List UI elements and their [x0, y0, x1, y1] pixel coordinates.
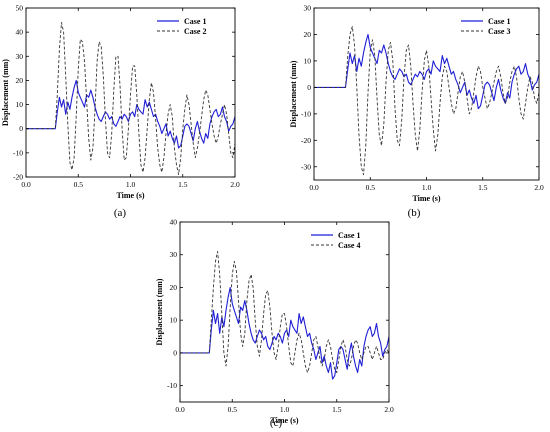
y-tick-label: 10	[170, 316, 178, 325]
panel-label: (c)	[270, 417, 283, 429]
panel-label: (a)	[114, 207, 127, 219]
x-tick-label: 2.0	[534, 183, 544, 192]
x-tick-label: 2.0	[230, 180, 240, 189]
x-tick-label: 1.0	[280, 405, 290, 414]
y-tick-label: 20	[170, 283, 178, 292]
series-line-case-4	[180, 251, 389, 373]
y-axis-label: Displacement (mm)	[155, 278, 164, 345]
y-axis-label: Displacement (mm)	[1, 59, 10, 126]
legend-label-1: Case 1	[488, 17, 510, 26]
x-axis-label: Time (s)	[412, 194, 440, 203]
y-tick-label: 0	[173, 348, 177, 357]
y-tick-label: 10	[304, 56, 312, 65]
legend-label-2: Case 4	[338, 241, 360, 250]
x-axis-label: Time (s)	[116, 191, 144, 200]
y-tick-label: 50	[16, 4, 24, 13]
y-tick-label: -10	[301, 109, 311, 118]
x-tick-label: 1.0	[422, 183, 432, 192]
series-line-case-1	[314, 33, 539, 110]
x-tick-label: 0.0	[21, 180, 31, 189]
y-tick-label: 20	[304, 30, 312, 39]
x-tick-label: 1.5	[178, 180, 188, 189]
y-axis-label: Displacement (mm)	[289, 60, 298, 127]
panel-label: (b)	[408, 207, 421, 219]
y-tick-label: -10	[13, 148, 23, 157]
y-tick-label: 0	[307, 83, 311, 92]
x-tick-label: 0.5	[228, 405, 238, 414]
y-tick-label: -10	[167, 381, 177, 390]
x-axis-label: Time (s)	[270, 416, 298, 425]
x-tick-label: 0.5	[366, 183, 376, 192]
series-line-case-3	[314, 26, 539, 176]
y-tick-label: -30	[301, 162, 311, 171]
series-line-case-2	[26, 22, 235, 176]
x-tick-label: 0.0	[309, 183, 319, 192]
x-tick-label: 0.5	[74, 180, 84, 189]
y-tick-label: 30	[304, 4, 312, 13]
chart-panel-2: 0.0 0.5 1.0 1.5 2.0 -30 -20 -10 0 10 20 30 Time (s) D…	[289, 4, 544, 220]
y-tick-label: 40	[16, 28, 24, 37]
y-tick-label: -20	[301, 136, 311, 145]
x-tick-label: 1.5	[478, 183, 488, 192]
y-tick-label: 20	[16, 76, 24, 85]
y-tick-label: 0	[19, 124, 23, 133]
legend-label-2: Case 2	[184, 27, 206, 36]
y-tick-label: 30	[170, 250, 178, 259]
x-tick-label: 0.0	[175, 405, 185, 414]
x-tick-label: 1.0	[126, 180, 136, 189]
series-line-case-1	[180, 286, 389, 380]
series-line-case-1	[26, 79, 235, 149]
chart-panel-3: 0.0 0.5 1.0 1.5 2.0 -10 0 10 20 30 40 Time (s) Displ…	[155, 218, 394, 430]
x-tick-label: 1.5	[332, 405, 342, 414]
y-tick-label: 10	[16, 100, 24, 109]
y-tick-label: 40	[170, 218, 178, 227]
x-tick-label: 2.0	[384, 405, 394, 414]
y-tick-label: 30	[16, 52, 24, 61]
legend-label-2: Case 3	[488, 27, 510, 36]
legend-label-1: Case 1	[338, 231, 360, 240]
legend-label-1: Case 1	[184, 17, 206, 26]
y-tick-label: -20	[13, 173, 23, 182]
chart-panel-1: 0.0 0.5 1.0 1.5 2.0 -20 -10 0 10 20 30 40 50 Time (s)…	[1, 4, 240, 220]
